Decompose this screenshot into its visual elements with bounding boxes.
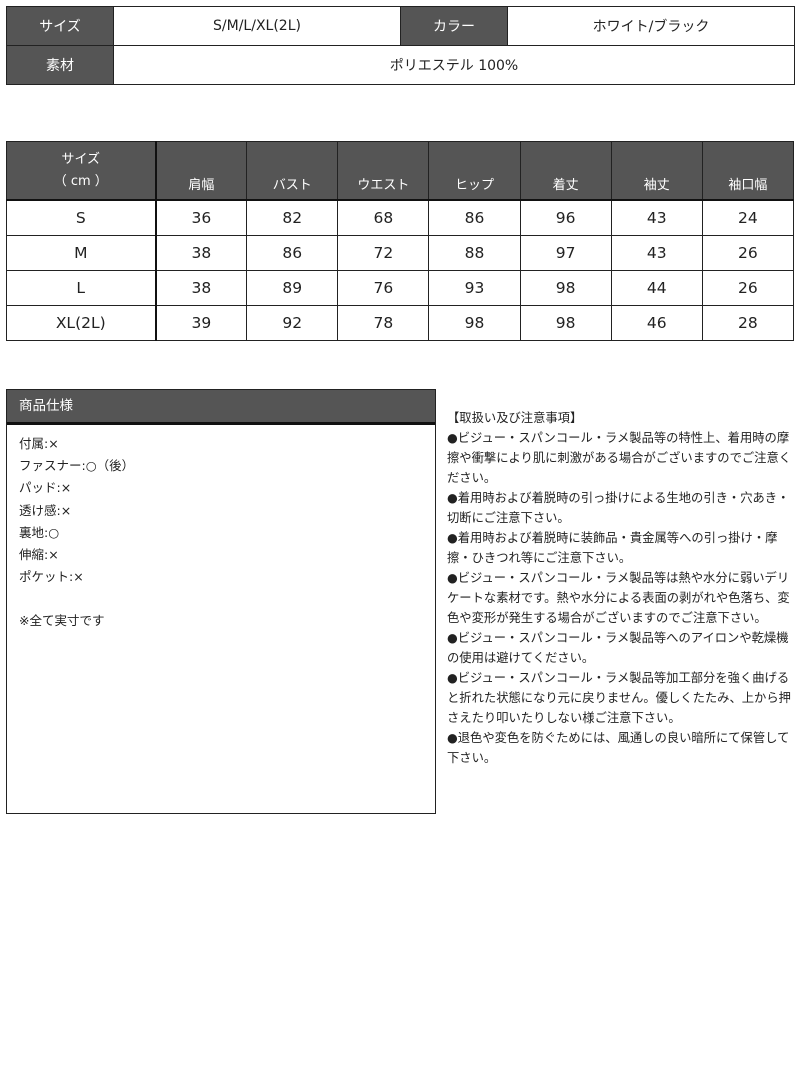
spec-panel: 商品仕様 付属:× ファスナー:○（後） パッド:× 透け感:× 裏地:○ 伸縮:× ポケッ… bbox=[6, 389, 436, 814]
measurement-cell: 46 bbox=[610, 305, 703, 341]
spec-item: 裏地:○ bbox=[19, 524, 60, 540]
measurement-cell: 92 bbox=[246, 305, 339, 341]
measurement-cell: 98 bbox=[519, 305, 612, 341]
measurement-cell: 98 bbox=[428, 305, 521, 341]
spec-title: 商品仕様 bbox=[7, 390, 435, 425]
measurement-cell: 26 bbox=[701, 235, 795, 271]
measurement-cell: 38 bbox=[154, 235, 248, 271]
column-header: ヒップ bbox=[428, 141, 521, 201]
spec-item: ファスナー:○（後） bbox=[19, 458, 135, 474]
measurement-cell: 89 bbox=[246, 270, 339, 306]
material-value: ポリエステル 100% bbox=[113, 45, 795, 85]
care-note-item: ●着用時および着脱時の引っ掛けによる生地の引き・穴あき・切断にご注意下さい。 bbox=[447, 491, 790, 525]
spec-item: 付属:× bbox=[19, 436, 59, 451]
color-label: カラー bbox=[400, 6, 508, 46]
measurement-cell: 76 bbox=[337, 270, 430, 306]
measurement-cell: 36 bbox=[154, 199, 248, 236]
measurement-cell: 86 bbox=[246, 235, 339, 271]
measurement-cell: 93 bbox=[428, 270, 521, 306]
measurement-cell: 43 bbox=[610, 199, 703, 236]
size-header-label: サイズ bbox=[61, 151, 101, 167]
measurement-cell: 43 bbox=[610, 235, 703, 271]
measurement-cell: 97 bbox=[519, 235, 612, 271]
size-cell: XL(2L) bbox=[6, 305, 157, 341]
care-notes-title: 【取扱い及び注意事項】 bbox=[447, 411, 583, 425]
care-note-item: ●退色や変色を防ぐためには、風通しの良い暗所にて保管して下さい。 bbox=[447, 731, 790, 765]
product-info-table: サイズ S/M/L/XL(2L) カラー ホワイト/ブラック 素材 ポリエステル… bbox=[6, 6, 795, 85]
measurement-cell: 82 bbox=[246, 199, 339, 236]
table-row: L 38 89 76 93 98 44 26 bbox=[6, 270, 795, 306]
column-header: 着丈 bbox=[519, 141, 612, 201]
column-header: 肩幅 bbox=[154, 141, 248, 201]
spec-item: ポケット:× bbox=[19, 569, 84, 585]
care-note-item: ●ビジュー・スパンコール・ラメ製品等の特性上、着用時の摩擦や衝撃により肌に刺激が… bbox=[447, 431, 792, 485]
unit-label: （ cm ） bbox=[53, 173, 108, 189]
measurement-cell: 86 bbox=[428, 199, 521, 236]
table-row: XL(2L) 39 92 78 98 98 46 28 bbox=[6, 305, 795, 341]
measurement-cell: 96 bbox=[519, 199, 612, 236]
spec-item: 透け感:× bbox=[19, 502, 72, 518]
size-unit-header: サイズ （ cm ） bbox=[6, 141, 157, 201]
spec-item: 伸縮:× bbox=[19, 547, 59, 563]
column-header: 袖口幅 bbox=[701, 141, 795, 201]
measurement-cell: 28 bbox=[701, 305, 795, 341]
size-chart-table: サイズ（ cm ）肩幅 バスト ウエスト ヒップ 着丈 袖丈 袖口幅 S 36 82 68 86 96 4… bbox=[6, 141, 795, 341]
measurement-cell: 39 bbox=[154, 305, 248, 341]
size-value: S/M/L/XL(2L) bbox=[113, 6, 401, 46]
column-header: 袖丈 bbox=[610, 141, 703, 201]
size-cell: S bbox=[6, 199, 157, 236]
measurement-cell: 68 bbox=[337, 199, 430, 236]
measurement-cell: 88 bbox=[428, 235, 521, 271]
care-note-item: ●ビジュー・スパンコール・ラメ製品等は熱や水分に弱いデリケートな素材です。熱や水… bbox=[447, 571, 790, 625]
material-label: 素材 bbox=[6, 45, 114, 85]
size-cell: L bbox=[6, 270, 157, 306]
table-row: M 38 86 72 88 97 43 26 bbox=[6, 235, 795, 271]
measurement-cell: 98 bbox=[519, 270, 612, 306]
size-label: サイズ bbox=[6, 6, 114, 46]
size-cell: M bbox=[6, 235, 157, 271]
spec-item: パッド:× bbox=[19, 480, 72, 496]
measurement-cell: 26 bbox=[701, 270, 795, 306]
care-note-item: ●ビジュー・スパンコール・ラメ製品等加工部分を強く曲げると折れた状態になり元に戻… bbox=[447, 671, 791, 725]
color-value: ホワイト/ブラック bbox=[507, 6, 795, 46]
measurement-cell: 38 bbox=[154, 270, 248, 306]
column-header: バスト bbox=[246, 141, 339, 201]
care-note-item: ●ビジュー・スパンコール・ラメ製品等へのアイロンや乾燥機の使用は避けてください。 bbox=[447, 631, 789, 665]
column-header: ウエスト bbox=[337, 141, 430, 201]
table-row: S 36 82 68 86 96 43 24 bbox=[6, 199, 795, 236]
measurement-cell: 44 bbox=[610, 270, 703, 306]
spec-note: ※全て実寸です bbox=[19, 613, 105, 629]
care-notes: 【取扱い及び注意事項】 ●ビジュー・スパンコール・ラメ製品等の特性上、着用時の摩… bbox=[447, 408, 797, 768]
measurement-cell: 72 bbox=[337, 235, 430, 271]
size-chart-header: サイズ （ cm ） 肩幅 バスト ウエスト ヒップ 着丈 袖丈 袖口幅 bbox=[6, 141, 795, 201]
measurement-cell: 78 bbox=[337, 305, 430, 341]
care-note-item: ●着用時および着脱時に装飾品・貴金属等への引っ掛け・摩擦・ひきつれ等にご注意下さ… bbox=[447, 531, 778, 565]
measurement-cell: 24 bbox=[701, 199, 795, 236]
